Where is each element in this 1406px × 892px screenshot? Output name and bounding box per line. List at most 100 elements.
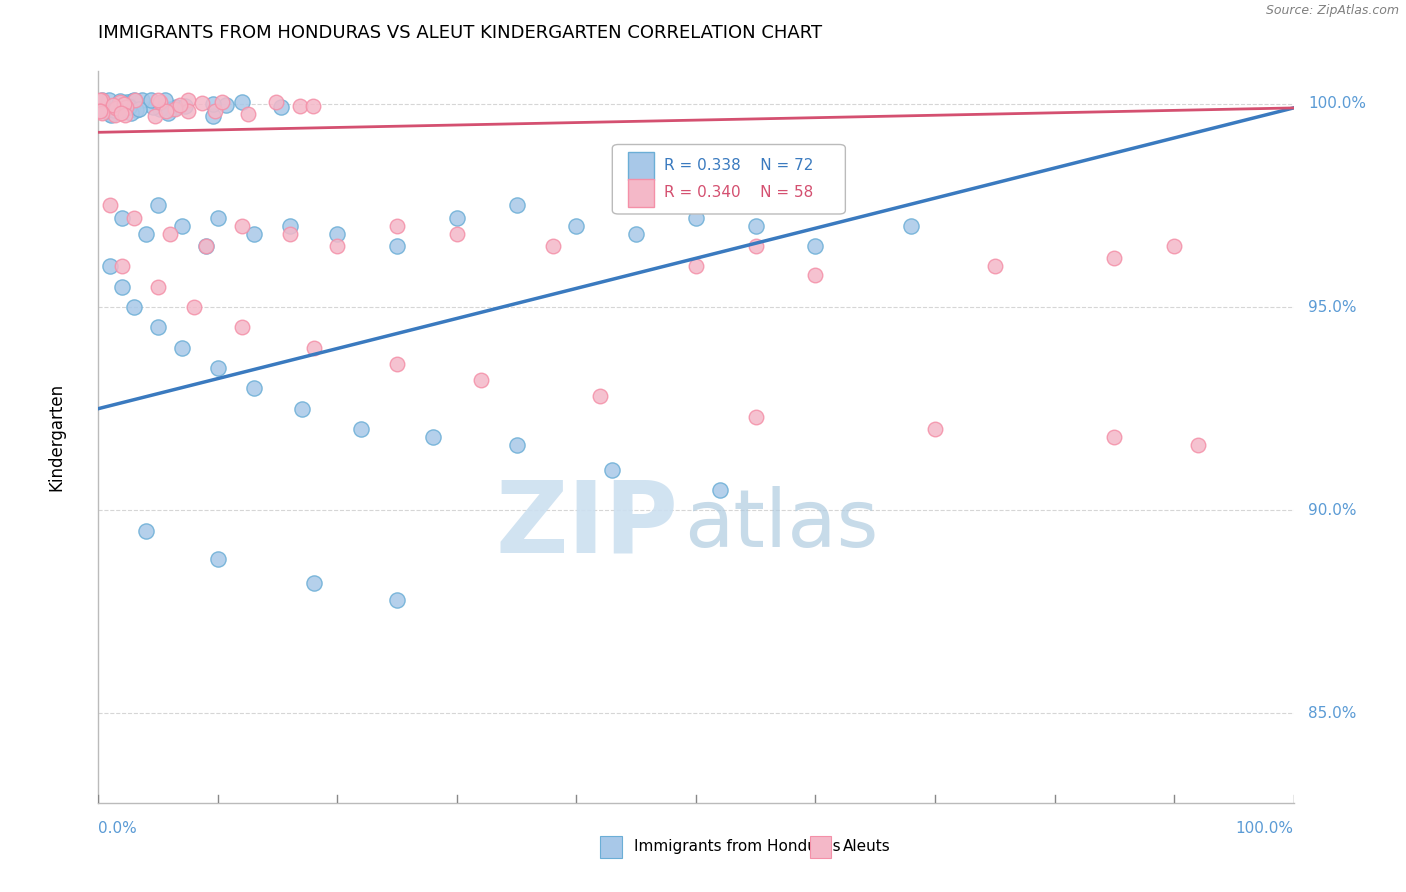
Point [135, 227, 157, 241]
Bar [600, 836, 621, 858]
Point [278, 219, 301, 233]
Point [541, 239, 564, 253]
Text: IMMIGRANTS FROM HONDURAS VS ALEUT KINDERGARTEN CORRELATION CHART: IMMIGRANTS FROM HONDURAS VS ALEUT KINDER… [98, 24, 823, 42]
Point [124, 300, 146, 314]
Text: 90.0%: 90.0% [1308, 503, 1357, 517]
Point [446, 227, 468, 241]
Point [236, 107, 259, 121]
Point [115, 95, 138, 109]
Point [165, 100, 187, 114]
Point [506, 438, 529, 452]
Point [94, 104, 117, 119]
Point [111, 211, 134, 225]
Point [91, 93, 114, 107]
Point [114, 108, 136, 122]
Point [98, 198, 122, 212]
Point [745, 409, 768, 424]
Point [111, 260, 134, 274]
Point [385, 219, 409, 233]
Point [172, 219, 194, 233]
Point [146, 93, 169, 107]
Point [124, 93, 146, 107]
Point [231, 219, 253, 233]
Point [90, 103, 112, 118]
Point [89, 94, 111, 108]
Point [135, 524, 157, 538]
Point [148, 320, 170, 334]
Point [89, 95, 111, 109]
Point [1163, 239, 1185, 253]
Point [90, 98, 112, 112]
Point [121, 94, 143, 108]
Point [326, 239, 349, 253]
Point [112, 96, 135, 111]
Point [98, 260, 122, 274]
Point [149, 102, 172, 116]
Text: Immigrants from Honduras: Immigrants from Honduras [634, 839, 841, 855]
Point [89, 104, 111, 119]
Text: 0.0%: 0.0% [98, 821, 138, 836]
Point [125, 103, 148, 117]
Point [141, 93, 163, 107]
Text: ZIP: ZIP [495, 476, 678, 574]
Point [565, 219, 588, 233]
Point [91, 100, 114, 114]
Point [385, 592, 409, 607]
Point [153, 93, 176, 107]
Point [291, 401, 314, 416]
Point [155, 103, 177, 118]
Point [215, 98, 238, 112]
Text: R = 0.338    N = 72: R = 0.338 N = 72 [664, 158, 813, 173]
Point [172, 341, 194, 355]
Point [148, 279, 170, 293]
Point [288, 99, 311, 113]
Point [100, 108, 122, 122]
Point [211, 95, 233, 110]
Point [207, 552, 229, 566]
Point [176, 103, 198, 118]
Point [745, 239, 768, 253]
Point [470, 373, 492, 387]
Point [124, 211, 146, 225]
Point [602, 462, 624, 476]
Point [169, 97, 191, 112]
Point [110, 96, 132, 111]
Point [157, 106, 180, 120]
Point [446, 211, 468, 225]
Point [231, 320, 253, 334]
Point [626, 227, 648, 241]
Point [422, 430, 444, 444]
Point [108, 95, 131, 109]
Point [159, 227, 181, 241]
Point [506, 198, 529, 212]
Point [103, 105, 125, 120]
Point [131, 93, 153, 107]
Point [183, 300, 205, 314]
Point [104, 107, 127, 121]
Point [278, 227, 301, 241]
Text: R = 0.340    N = 58: R = 0.340 N = 58 [664, 186, 813, 201]
Point [385, 357, 409, 371]
Text: 95.0%: 95.0% [1308, 300, 1357, 315]
Point [115, 100, 138, 114]
Point [108, 94, 131, 108]
Point [105, 101, 128, 115]
Point [1104, 252, 1126, 266]
Text: Aleuts: Aleuts [844, 839, 891, 855]
Point [984, 260, 1007, 274]
Point [163, 103, 186, 117]
Text: atlas: atlas [685, 486, 879, 564]
Point [142, 100, 165, 114]
Point [143, 109, 166, 123]
Point [174, 99, 197, 113]
Point [900, 219, 922, 233]
Point [91, 93, 114, 107]
Point [804, 239, 827, 253]
Point [195, 239, 218, 253]
Point [202, 97, 225, 112]
Point [243, 227, 266, 241]
Point [120, 106, 142, 120]
Point [350, 422, 373, 436]
Point [98, 107, 121, 121]
Point [121, 101, 143, 115]
